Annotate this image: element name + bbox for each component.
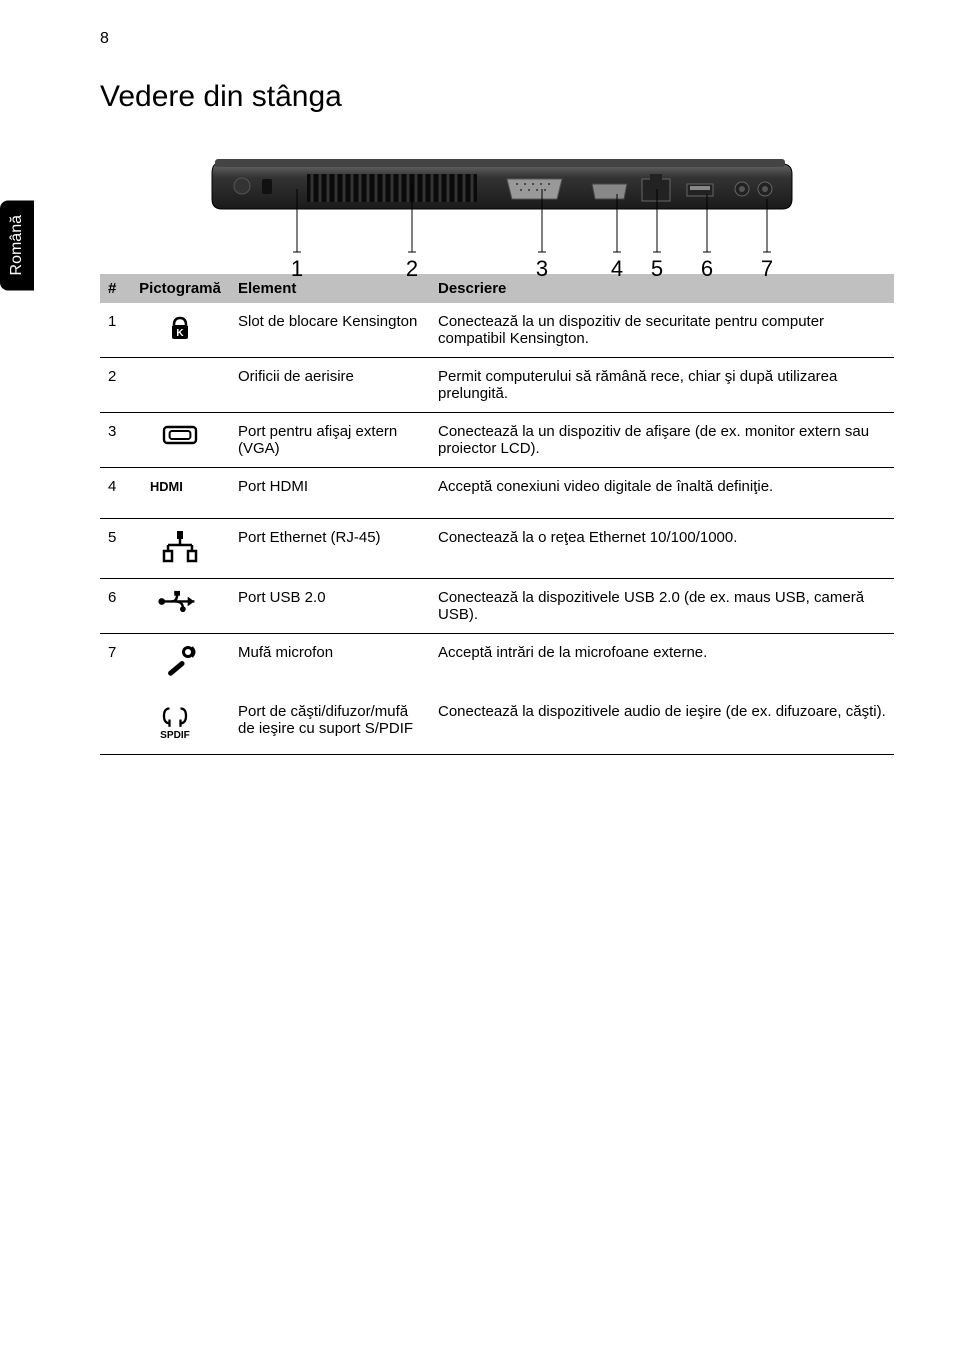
row-number [100, 693, 130, 754]
row-description: Conectează la dispozitivele USB 2.0 (de … [430, 579, 894, 634]
svg-text:7: 7 [761, 256, 773, 281]
svg-text:2: 2 [406, 256, 418, 281]
table-row: SPDIF Port de căşti/difuzor/mufă de ieşir… [100, 693, 894, 754]
svg-text:6: 6 [701, 256, 713, 281]
page-number: 8 [100, 30, 109, 48]
row-icon-cell: K [130, 303, 230, 358]
row-number: 4 [100, 468, 130, 519]
table-row: 4 HDMI Port HDMIAcceptă conexiuni video di… [100, 468, 894, 519]
mic-icon [160, 644, 200, 679]
table-row: 6 Port USB 2.0Conectează la dispozitivele… [100, 579, 894, 634]
row-element: Port pentru afişaj extern (VGA) [230, 413, 430, 468]
svg-text:1: 1 [291, 256, 303, 281]
svg-text:SPDIF: SPDIF [160, 730, 190, 740]
row-description: Conectează la un dispozitiv de securitat… [430, 303, 894, 358]
header-num: # [100, 274, 130, 303]
table-row: 5 Port Ethernet (RJ-45)Conectează la o re… [100, 519, 894, 579]
row-number: 1 [100, 303, 130, 358]
row-icon-cell [130, 579, 230, 634]
svg-text:5: 5 [651, 256, 663, 281]
row-element: Port de căşti/difuzor/mufă de ieşire cu … [230, 693, 430, 754]
hdmi-icon: HDMI [150, 478, 210, 508]
svg-text:3: 3 [536, 256, 548, 281]
spdif-icon: SPDIF [153, 703, 208, 743]
svg-text:4: 4 [611, 256, 623, 281]
table-row: 3 Port pentru afişaj extern (VGA)Conectea… [100, 413, 894, 468]
row-number: 7 [100, 634, 130, 694]
table-row: 1 K Slot de blocare KensingtonConectează l… [100, 303, 894, 358]
row-description: Conectează la dispozitivele audio de ieş… [430, 693, 894, 754]
table-row: 2 Orificii de aerisirePermit computerului… [100, 358, 894, 413]
row-element: Port Ethernet (RJ-45) [230, 519, 430, 579]
row-icon-cell [130, 519, 230, 579]
lock-icon: K [160, 313, 200, 343]
row-element: Port USB 2.0 [230, 579, 430, 634]
row-icon-cell: HDMI [130, 468, 230, 519]
language-tab: Română [0, 200, 34, 290]
ethernet-icon [160, 529, 200, 564]
svg-text:HDMI: HDMI [150, 479, 183, 494]
page-title: Vedere din stânga [100, 80, 894, 114]
row-icon-cell [130, 358, 230, 413]
usb-icon [156, 589, 204, 619]
row-description: Permit computerului să rămână rece, chia… [430, 358, 894, 413]
table-row: 7 Mufă microfonAcceptă intrări de la micr… [100, 634, 894, 694]
laptop-side-diagram: 1234567 [197, 144, 797, 264]
svg-text:K: K [176, 328, 184, 339]
row-icon-cell: SPDIF [130, 693, 230, 754]
row-number: 2 [100, 358, 130, 413]
row-number: 5 [100, 519, 130, 579]
row-number: 3 [100, 413, 130, 468]
row-description: Conectează la un dispozitiv de afişare (… [430, 413, 894, 468]
row-element: Port HDMI [230, 468, 430, 519]
row-element: Slot de blocare Kensington [230, 303, 430, 358]
ports-table: # Pictogramă Element Descriere 1KSlot de… [100, 274, 894, 755]
row-element: Mufă microfon [230, 634, 430, 694]
row-icon-cell [130, 413, 230, 468]
row-number: 6 [100, 579, 130, 634]
row-description: Conectează la o reţea Ethernet 10/100/10… [430, 519, 894, 579]
row-description: Acceptă intrări de la microfoane externe… [430, 634, 894, 694]
row-element: Orificii de aerisire [230, 358, 430, 413]
row-icon-cell [130, 634, 230, 694]
vga-icon [160, 423, 200, 453]
row-description: Acceptă conexiuni video digitale de înal… [430, 468, 894, 519]
